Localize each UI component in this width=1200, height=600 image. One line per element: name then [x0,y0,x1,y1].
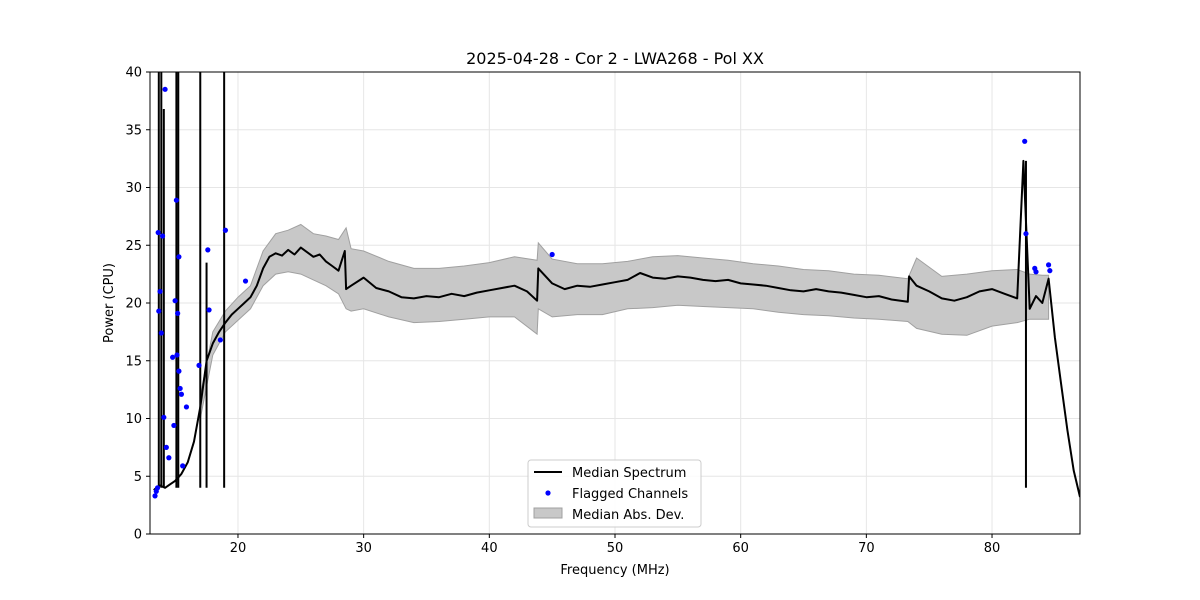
mad-band-area [199,223,1050,419]
legend-box [527,459,702,528]
x-tick-label: 50 [607,541,624,556]
flagged-point [1023,231,1029,237]
flagged-point [1045,262,1052,268]
flagged-point [156,308,162,314]
median-spectrum-line [153,159,1080,498]
y-tick-label: 0 [134,528,142,543]
y-axis-label: Power (CPU) [102,263,117,343]
y-tick-label: 40 [125,66,142,81]
flagged-point [183,404,190,410]
flagged-point [154,485,161,491]
y-tick-label: 5 [134,470,142,485]
flagged-point [173,197,179,203]
x-axis-ticks: 20 30 40 50 60 70 80 [230,534,1001,556]
flagged-point [196,362,202,368]
legend-flagged-label: Flagged Channels [572,487,688,502]
x-tick-label: 30 [355,541,372,556]
flagged-point [163,444,169,450]
y-tick-label: 10 [125,412,142,427]
flagged-point [217,337,223,343]
flagged-point [1033,269,1039,275]
flagged-point [172,298,178,304]
flagged-point [175,310,181,316]
flagged-point [177,385,183,392]
flagged-point [1022,138,1028,144]
x-tick-label: 60 [732,541,749,556]
legend: Median Spectrum Flagged Channels Median … [527,459,702,528]
legend-mad-swatch [533,507,563,519]
plot-area [152,72,1080,499]
y-tick-label: 30 [125,181,142,196]
flagged-channels [152,86,1053,499]
flagged-point [180,463,186,469]
flagged-point [222,227,229,233]
flagged-point [1047,268,1053,274]
flagged-point [205,247,211,253]
flagged-point [178,391,185,397]
flagged-point [159,233,166,239]
chart-title: 2025-04-28 - Cor 2 - LWA268 - Pol XX [466,49,764,68]
x-tick-label: 20 [230,541,247,556]
y-tick-label: 20 [125,297,142,312]
y-axis-ticks: 0 5 10 15 20 25 30 35 40 [125,66,150,543]
y-tick-label: 25 [125,239,142,254]
flagged-point [176,254,182,260]
flagged-point [174,352,180,358]
flagged-point [155,229,161,236]
flagged-point [242,278,249,284]
flagged-point [152,493,158,499]
flagged-point [161,414,167,420]
flagged-point [157,288,163,295]
legend-flagged-swatch [545,490,551,496]
flagged-point [166,455,172,461]
x-axis-label: Frequency (MHz) [560,563,669,578]
flagged-point [162,86,168,92]
x-tick-label: 40 [481,541,498,556]
flagged-point [158,330,164,336]
flagged-point [171,422,177,429]
flagged-point [549,251,555,258]
rfi-spikes [157,72,1027,488]
y-tick-label: 35 [125,123,142,138]
legend-mad-label: Median Abs. Dev. [572,508,684,523]
flagged-point [206,307,212,313]
flagged-point [176,368,182,374]
x-tick-label: 80 [984,541,1001,556]
flagged-point [170,354,176,360]
x-tick-label: 70 [858,541,875,556]
legend-median-label: Median Spectrum [572,466,686,481]
y-tick-label: 15 [125,354,142,369]
